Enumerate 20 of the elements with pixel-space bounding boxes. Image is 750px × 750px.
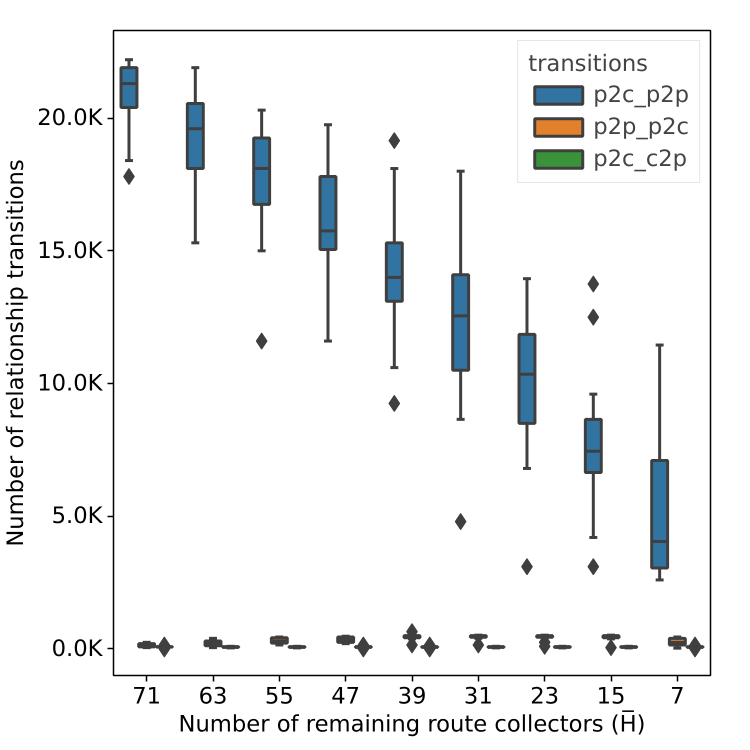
legend-label: p2c_p2p xyxy=(593,82,689,108)
y-axis-title: Number of relationship transitions xyxy=(3,159,30,547)
legend-title: transitions xyxy=(528,51,649,77)
x-tick-label: 71 xyxy=(132,684,162,710)
x-tick-label: 55 xyxy=(264,684,294,710)
legend-label: p2p_p2c xyxy=(593,114,689,140)
x-tick-label: 63 xyxy=(198,684,228,710)
x-tick-label: 31 xyxy=(464,684,493,710)
x-axis-title: Number of remaining route collectors (H̅) xyxy=(178,709,646,738)
y-tick-label: 15.0K xyxy=(37,238,104,264)
x-tick-label: 39 xyxy=(398,684,426,710)
x-tick-label: 23 xyxy=(530,684,560,710)
legend-label: p2c_c2p xyxy=(593,146,688,172)
x-tick-label: 15 xyxy=(596,684,626,710)
y-tick-label: 0.0K xyxy=(52,636,104,662)
y-tick-label: 20.0K xyxy=(37,105,104,132)
x-tick-label: 7 xyxy=(670,684,685,710)
y-tick-label: 10.0K xyxy=(37,370,104,397)
x-tick-label: 47 xyxy=(331,684,360,710)
y-tick-label: 5.0K xyxy=(52,503,104,530)
